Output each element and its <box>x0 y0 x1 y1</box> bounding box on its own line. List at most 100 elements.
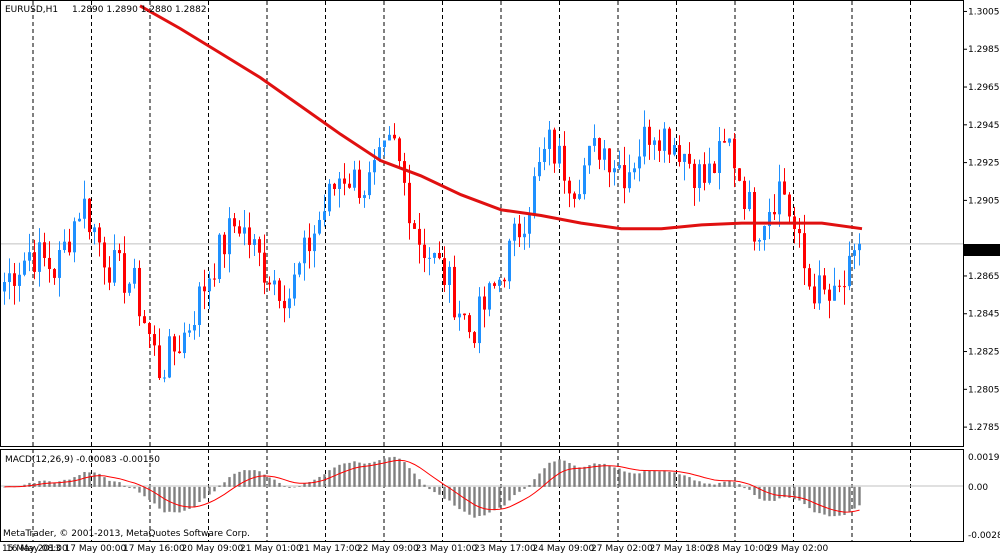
macd-bar <box>853 486 856 509</box>
candle-body <box>218 234 221 280</box>
macd-bar <box>228 477 231 487</box>
candle-body <box>738 168 741 181</box>
macd-bar <box>543 468 546 487</box>
macd-bar <box>293 486 296 488</box>
macd-bar <box>193 486 196 507</box>
macd-bar <box>218 485 221 487</box>
candle-body <box>478 296 481 344</box>
candle-body <box>293 274 296 299</box>
candle-body <box>813 286 816 304</box>
macd-bar <box>233 473 236 487</box>
macd-bar <box>103 477 106 487</box>
candle-body <box>613 168 616 173</box>
candle-body <box>308 237 311 252</box>
macd-bar <box>523 486 526 489</box>
macd-axis: 0.0019 0.00 -0.00289 <box>968 453 1000 541</box>
price-tick-label: 1.2985 <box>968 45 1000 55</box>
macd-bar <box>718 482 721 487</box>
macd-bar <box>688 477 691 487</box>
candle-body <box>718 141 721 173</box>
candle-body <box>768 212 771 227</box>
candle-body <box>38 242 41 272</box>
macd-bar <box>733 482 736 487</box>
price-tick-label: 1.2925 <box>968 159 1000 169</box>
macd-bar <box>758 486 761 499</box>
macd-bar <box>403 462 406 487</box>
candle-body <box>118 250 121 254</box>
candle-body <box>848 255 851 287</box>
price-tick-label: 1.3005 <box>968 7 1000 17</box>
candle-body <box>23 260 26 275</box>
macd-bar <box>288 486 291 488</box>
candle-body <box>328 183 331 212</box>
macd-bar <box>398 458 401 487</box>
candle-body <box>498 279 501 286</box>
candle-body <box>693 163 696 188</box>
candle-body <box>233 218 236 227</box>
macd-tick-label: 0.00 <box>968 483 988 493</box>
macd-bar <box>78 475 81 487</box>
macd-bar <box>53 482 56 487</box>
macd-bar <box>488 486 491 513</box>
candle-body <box>648 126 651 145</box>
macd-bar <box>313 479 316 487</box>
candle-body <box>133 267 136 284</box>
candle-body <box>513 223 516 241</box>
candle-body <box>588 145 591 166</box>
candle-body <box>73 221 76 253</box>
macd-bar <box>708 483 711 487</box>
macd-bar <box>128 486 131 488</box>
macd-bar <box>148 486 151 500</box>
copyright-text: MetaTrader, © 2001-2013, MetaQuotes Soft… <box>3 529 250 539</box>
candle-body <box>173 336 176 352</box>
macd-bar <box>633 473 636 487</box>
macd-bar <box>803 486 806 505</box>
macd-bar <box>518 486 521 492</box>
candle-body <box>683 153 686 162</box>
candle-body <box>533 176 536 214</box>
macd-bar <box>268 477 271 487</box>
macd-bar <box>448 486 451 501</box>
candle-body <box>353 169 356 188</box>
macd-bar <box>788 486 791 498</box>
macd-bar <box>158 486 161 509</box>
macd-bar <box>143 486 146 497</box>
macd-bar <box>843 486 846 516</box>
candle-body <box>318 219 321 234</box>
macd-bar <box>648 470 651 487</box>
candle-body <box>758 240 761 242</box>
macd-bar <box>163 486 166 513</box>
macd-bar <box>153 486 156 504</box>
candle-body <box>63 241 66 251</box>
macd-bar <box>613 467 616 487</box>
candle-body <box>823 275 826 290</box>
current-price-label: 1.2882 <box>967 246 999 256</box>
candle-body <box>488 283 491 310</box>
candle-body <box>153 334 156 346</box>
candle-body <box>163 377 166 379</box>
candle-body <box>703 164 706 183</box>
macd-bar <box>178 486 181 513</box>
macd-bar <box>643 471 646 487</box>
macd-bar <box>828 486 831 517</box>
candle-body <box>58 250 61 278</box>
macd-bar <box>768 486 771 501</box>
macd-bar <box>623 471 626 487</box>
candle-body <box>313 233 316 252</box>
candle-body <box>518 223 521 238</box>
candle-body <box>433 252 436 258</box>
macd-bar <box>243 470 246 487</box>
macd-bar <box>793 486 796 500</box>
macd-bar <box>168 486 171 512</box>
candle-body <box>68 241 71 253</box>
candle-body <box>298 263 301 275</box>
candle-body <box>453 266 456 318</box>
candle-body <box>523 233 526 238</box>
time-label: 22 May 09:00 <box>357 544 419 554</box>
candle-body <box>248 227 251 245</box>
macd-bar <box>823 486 826 515</box>
candle-body <box>713 163 716 173</box>
macd-bar <box>203 486 206 499</box>
price-tick-label: 1.2965 <box>968 83 1000 93</box>
macd-bar <box>483 486 486 516</box>
